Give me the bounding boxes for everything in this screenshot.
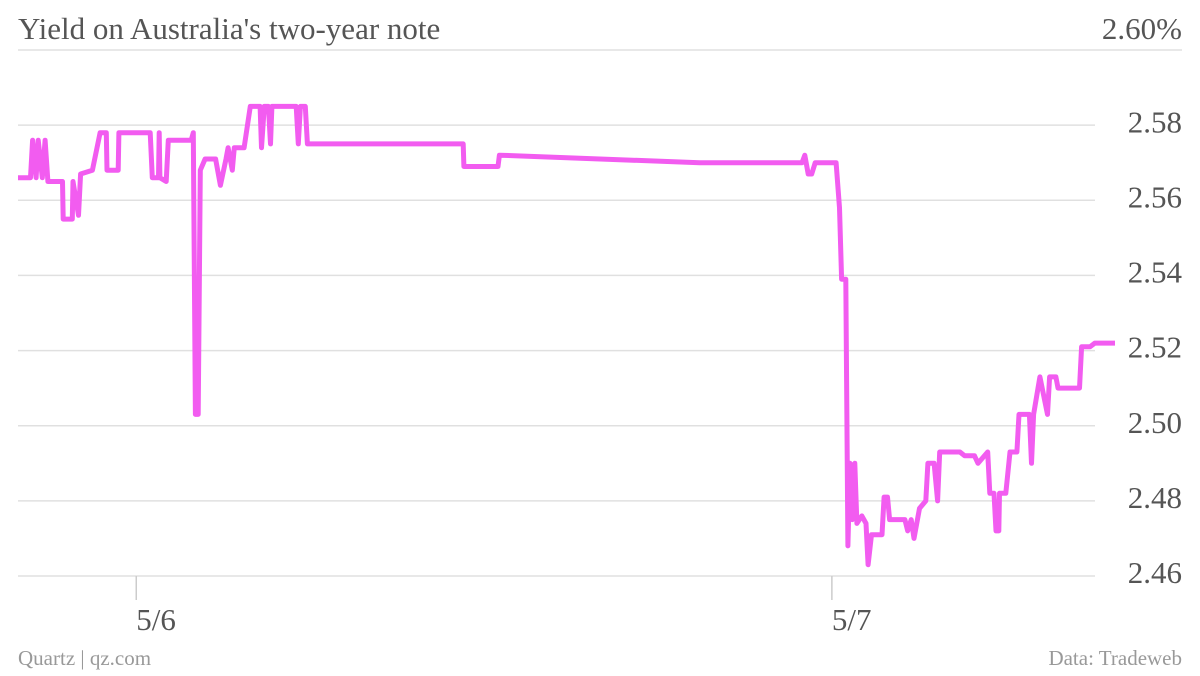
y-tick-label: 2.58 [1128,104,1182,139]
y-tick-label: 2.48 [1128,480,1182,515]
chart-title: Yield on Australia's two-year note [18,11,440,46]
line [18,103,1115,568]
y-tick-label: 2.46 [1128,555,1182,590]
credit: Quartz | qz.com [18,646,151,670]
y-tick-label: 2.54 [1128,255,1183,290]
y-tick-label: 2.52 [1128,330,1182,365]
x-tick-label: 5/6 [136,602,176,637]
y-tick-label: 2.56 [1128,179,1182,214]
x-tick-label: 5/7 [832,602,872,637]
y-tick-label: 2.60% [1102,11,1182,46]
source: Data: Tradeweb [1048,646,1182,670]
y-tick-label: 2.50 [1128,405,1182,440]
